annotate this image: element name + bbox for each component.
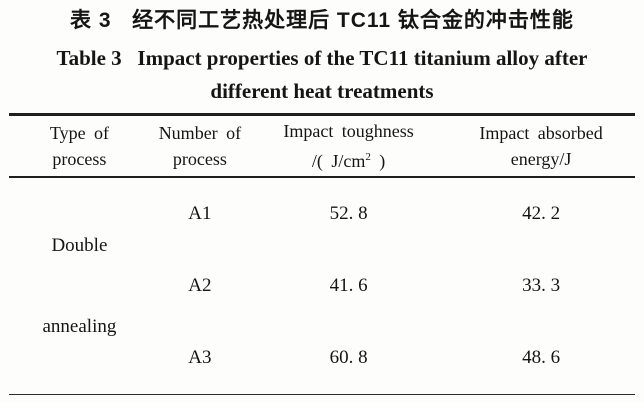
header-line: process xyxy=(52,149,107,169)
table-row: Ordinary annealing B1 21. 7 17. 3 xyxy=(9,395,635,403)
cell-impact-energy: 48. 6 xyxy=(522,346,561,368)
cell-impact-energy: 42. 2 xyxy=(522,203,561,225)
header-row: Type of process Number of process Impact… xyxy=(9,115,635,178)
col-header-type-of-process: Type of process xyxy=(9,115,150,178)
table-row: A3 60. 8 48. 6 xyxy=(9,322,635,395)
cell-impact-toughness: 60. 8 xyxy=(329,346,368,368)
cell-impact-energy: 33. 3 xyxy=(522,275,561,297)
group-label-ordinary-annealing: Ordinary annealing xyxy=(9,395,150,403)
table-row: Double annealing A1 52. 8 42. 2 xyxy=(9,177,635,337)
cell-impact-toughness: 41. 6 xyxy=(329,275,368,297)
col-header-impact-absorbed-energy: Impact absorbed energy/J xyxy=(447,115,635,178)
unit-superscript: 2 xyxy=(365,151,371,163)
header-line-unit: /( J/cm2 ) xyxy=(250,144,447,174)
cell-impact-energy: 17. 3 xyxy=(447,395,635,403)
col-header-number-of-process: Number of process xyxy=(150,115,250,178)
group-double-annealing: Double annealing A1 52. 8 42. 2 A2 41. 6… xyxy=(9,177,635,395)
header-line: Impact toughness xyxy=(283,121,414,141)
group-label-line: annealing xyxy=(42,316,117,337)
cell-process-number: B1 xyxy=(150,395,250,403)
unit-prefix: /( J/cm xyxy=(311,151,366,171)
table-caption-english-line2: different heat treatments xyxy=(210,79,434,103)
table-caption-english-line1: Table 3 Impact properties of the TC11 ti… xyxy=(56,46,588,70)
header-line: process xyxy=(172,149,227,169)
cell-impact-toughness: 52. 8 xyxy=(329,203,368,225)
impact-properties-table: Type of process Number of process Impact… xyxy=(9,113,635,403)
cell-process-number: A1 xyxy=(188,203,212,225)
cell-process-number: A3 xyxy=(188,346,212,368)
cell-impact-toughness: 21. 7 xyxy=(250,395,447,403)
table-row: A2 41. 6 33. 3 xyxy=(9,251,635,322)
group-ordinary-annealing: Ordinary annealing B1 21. 7 17. 3 B2 42.… xyxy=(9,395,635,403)
unit-suffix: ) xyxy=(370,151,386,171)
cell-process-number: A2 xyxy=(188,275,212,297)
col-header-impact-toughness: Impact toughness /( J/cm2 ) xyxy=(250,115,447,178)
group-label-line: Double xyxy=(51,235,108,256)
header-line: Type of xyxy=(49,123,110,143)
header-line: energy/J xyxy=(510,149,572,169)
header-line: Impact absorbed xyxy=(479,123,603,143)
group-label-double-annealing: Double annealing xyxy=(9,177,150,395)
table-caption-chinese: 表 3 经不同工艺热处理后 TC11 钛合金的冲击性能 xyxy=(70,9,574,32)
header-line: Number of xyxy=(158,123,242,143)
